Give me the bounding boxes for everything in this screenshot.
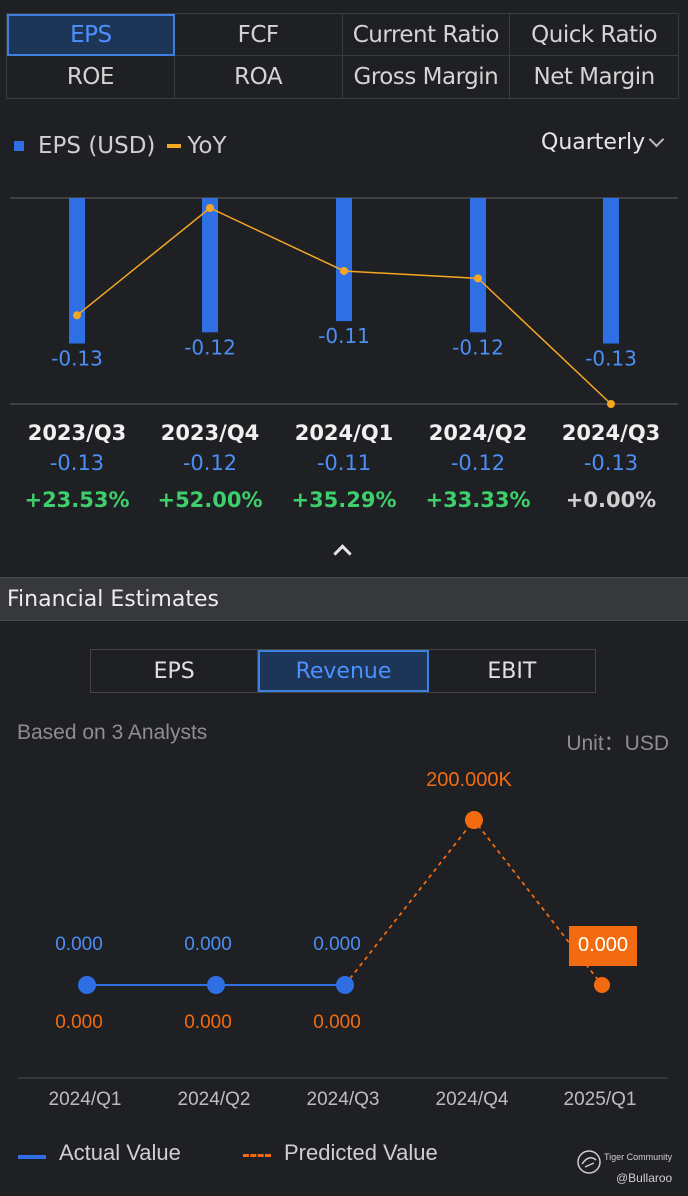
quarter-column: 2024/Q2 -0.12 +33.33% [413,421,543,512]
eps-legend-swatch [14,141,24,151]
x-tick-label: 2024/Q4 [436,1089,509,1110]
tab-net-margin[interactable]: Net Margin [533,64,656,90]
quarter-label: 2023/Q4 [160,421,260,445]
eps-bar [202,198,218,333]
metric-tabs: EPS FCF Current Ratio Quick Ratio ROE RO… [6,13,679,99]
eps-bar-label: -0.13 [51,347,103,371]
quarter-label: 2023/Q3 [27,421,127,445]
yoy-point [206,204,214,212]
watermark-user: @Bullaroo [616,1171,673,1185]
quarter-yoy-value: +33.33% [425,488,531,512]
tiger-logo-icon [577,1150,601,1174]
tab-quick-ratio[interactable]: Quick Ratio [510,14,678,56]
watermark-brand: Tiger Community [604,1152,673,1162]
tab-gross-margin[interactable]: Gross Margin [343,56,511,98]
tab-eps[interactable]: EPS [7,14,175,56]
actual-legend-label: Actual Value [59,1140,181,1165]
collapse-caret-icon[interactable] [333,544,352,563]
tab-current-ratio[interactable]: Current Ratio [342,14,511,56]
predicted-point [594,977,610,993]
x-tick-label: 2025/Q1 [564,1089,637,1110]
period-selector[interactable]: Quarterly [541,130,665,155]
eps-chart: -0.13 -0.12 -0.11 -0.12 -0.13 [10,197,678,408]
estimate-tab-revenue[interactable]: Revenue [258,650,429,692]
actual-value-label: 0.000 [313,934,361,955]
yoy-point [474,274,482,283]
predicted-value-label: 0.000 [313,1012,361,1033]
yoy-point [73,311,81,320]
yoy-point [340,266,348,275]
quarter-column: 2023/Q3 -0.13 +23.53% [12,421,142,512]
predicted-value-label: 200.000K [426,769,512,791]
predicted-value-label: 0.000 [578,934,628,956]
estimate-tab-eps[interactable]: EPS [91,650,259,692]
yoy-legend-swatch [167,144,182,148]
actual-legend: Actual Value [18,1140,181,1166]
yoy-legend-label: YoY [187,133,227,159]
tab-roe[interactable]: ROE [7,56,175,98]
eps-bar-label: -0.12 [452,335,504,359]
actual-value-label: 0.000 [184,934,232,955]
quarter-eps-value: -0.12 [450,451,506,475]
yoy-point [607,400,615,408]
quarter-eps-value: -0.11 [316,451,372,475]
eps-bar-label: -0.12 [184,335,236,359]
estimates-chart: 0.000 0.000 0.000 0.000 0.000 0.000 200.000K 0.… [18,769,668,1110]
actual-value-label: 0.000 [55,934,103,955]
eps-bar [69,198,85,344]
quarter-yoy-value: +52.00% [157,488,263,512]
predicted-legend-swatch [243,1154,271,1160]
quarter-summary: 2023/Q3 -0.13 +23.53% 2023/Q4 -0.12 +52.00% 20… [0,421,688,521]
actual-point [207,976,225,994]
unit-label: Unit：USD [566,732,669,755]
quarter-yoy-value: +35.29% [291,488,397,512]
period-label: Quarterly [541,130,646,155]
quarter-label: 2024/Q1 [294,421,394,445]
tab-fcf[interactable]: FCF [174,14,343,56]
eps-bar-label: -0.11 [318,324,370,348]
eps-chart-legend: EPS (USD) YoY [14,133,227,159]
predicted-value-box [569,926,637,966]
quarter-eps-value: -0.12 [182,451,238,475]
quarter-label: 2024/Q2 [428,421,528,445]
eps-bar [603,198,619,344]
tab-roa[interactable]: ROA [175,56,343,98]
estimate-tabs: EPS Revenue EBIT [90,649,596,693]
quarter-eps-value: -0.13 [49,451,105,475]
predicted-point [465,811,483,829]
predicted-value-label: 0.000 [184,1012,232,1033]
analyst-count: Based on 3 Analysts [17,721,208,744]
predicted-line [344,818,603,986]
eps-bar-label: -0.13 [585,347,637,371]
actual-point [336,976,354,994]
quarter-column: 2023/Q4 -0.12 +52.00% [145,421,275,512]
section-title: Financial Estimates [7,587,219,612]
chevron-down-icon [648,131,665,148]
financial-estimates-header: Financial Estimates [0,577,688,621]
quarter-label: 2024/Q3 [561,421,661,445]
quarter-column: 2024/Q1 -0.11 +35.29% [279,421,409,512]
x-tick-label: 2024/Q2 [178,1089,251,1110]
x-tick-label: 2024/Q3 [307,1089,380,1110]
eps-legend-label: EPS (USD) [38,133,156,159]
predicted-legend-label: Predicted Value [284,1140,438,1165]
x-tick-label: 2024/Q1 [49,1089,122,1110]
quarter-eps-value: -0.13 [583,451,639,475]
quarter-column: 2024/Q3 -0.13 +0.00% [546,421,676,512]
quarter-yoy-value: +23.53% [24,488,130,512]
actual-legend-swatch [18,1155,46,1159]
predicted-value-label: 0.000 [55,1012,103,1033]
eps-bar [470,198,486,333]
watermark: Tiger Community @Bullaroo [576,1144,686,1190]
predicted-legend: Predicted Value [243,1140,438,1166]
actual-point [78,976,96,994]
eps-bar [336,198,352,322]
quarter-yoy-value: +0.00% [565,488,657,512]
estimate-tab-ebit[interactable]: EBIT [487,658,537,684]
